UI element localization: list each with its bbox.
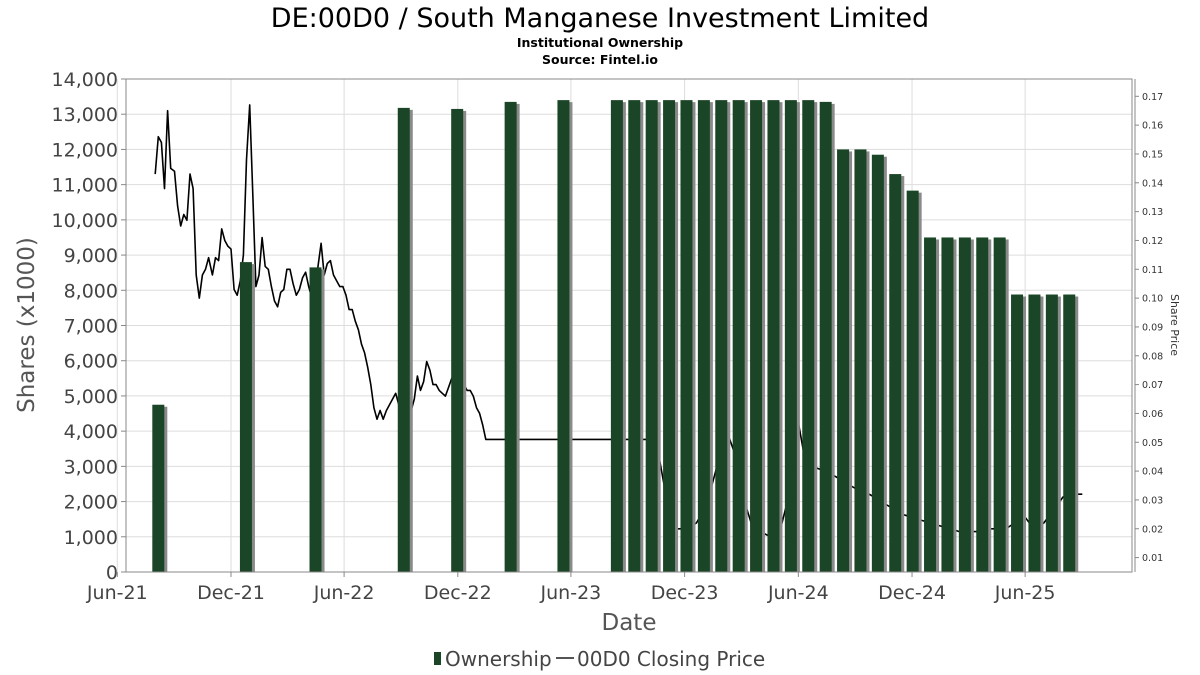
- ownership-bar: [557, 100, 570, 572]
- x-tick-label: Dec-23: [651, 582, 719, 604]
- right-tick-label: 0.05: [1142, 438, 1163, 449]
- right-tick-label: 0.06: [1142, 409, 1163, 420]
- ownership-bar: [397, 107, 410, 572]
- ownership-bar: [610, 100, 623, 572]
- y-tick-label: 12,000: [52, 139, 118, 161]
- y-tick-label: 5,000: [64, 386, 118, 408]
- x-tick-label: Dec-21: [197, 582, 265, 604]
- ownership-bar: [645, 100, 658, 572]
- x-tick-label: Jun-21: [86, 582, 148, 604]
- right-tick-label: 0.15: [1142, 149, 1163, 160]
- right-tick-label: 0.08: [1142, 351, 1163, 362]
- left-axis-ticks: 0 1,000 2,000 3,000 4,000 5,000 6,000 7,000 8,00…: [52, 69, 126, 584]
- ownership-bar: [802, 100, 815, 572]
- ownership-bar: [732, 100, 745, 572]
- right-tick-label: 0.12: [1142, 236, 1163, 247]
- x-axis-ticks: Jun-21 Dec-21 Jun-22 Dec-22 Jun-23 Dec-23 Jun-…: [86, 572, 1056, 604]
- right-tick-label: 0.07: [1142, 380, 1163, 391]
- x-axis-title: Date: [602, 610, 657, 636]
- ownership-bar: [837, 149, 850, 572]
- ownership-bar: [697, 100, 710, 572]
- ownership-bar: [819, 101, 832, 572]
- right-axis-ticks: 0.01 0.02 0.03 0.04 0.05 0.06 0.07 0.08 0.09 0.10…: [1135, 92, 1163, 564]
- chart-source: Source: Fintel.io: [542, 52, 658, 67]
- y-tick-label: 14,000: [52, 69, 118, 91]
- y-tick-label: 13,000: [52, 104, 118, 126]
- chart-title: DE:00D0 / South Manganese Investment Lim…: [271, 3, 929, 34]
- x-tick-label: Jun-22: [313, 582, 375, 604]
- ownership-bar: [941, 237, 954, 572]
- ownership-bar: [767, 100, 780, 572]
- x-tick-label: Jun-25: [994, 582, 1056, 604]
- y-tick-label: 0: [106, 562, 118, 584]
- y-tick-label: 9,000: [64, 245, 118, 267]
- right-tick-label: 0.01: [1142, 553, 1163, 564]
- legend-ownership-label: Ownership: [445, 647, 552, 671]
- ownership-bar: [1028, 294, 1041, 572]
- ownership-bar: [889, 174, 902, 573]
- right-tick-label: 0.17: [1142, 92, 1163, 103]
- ownership-bar: [1045, 294, 1058, 572]
- legend-price-label: 00D0 Closing Price: [577, 647, 765, 671]
- ownership-bar: [1011, 294, 1024, 572]
- right-tick-label: 0.02: [1142, 524, 1163, 535]
- ownership-bar: [993, 237, 1006, 572]
- x-tick-label: Dec-22: [424, 582, 492, 604]
- y-tick-label: 11,000: [52, 175, 118, 197]
- ownership-bar: [1063, 294, 1076, 572]
- ownership-bar: [784, 100, 797, 572]
- ownership-bar: [958, 237, 971, 572]
- y-tick-label: 2,000: [64, 492, 118, 514]
- y-axis-title: Shares (x1000): [14, 237, 40, 413]
- ownership-bar: [239, 262, 252, 572]
- y-tick-label: 10,000: [52, 210, 118, 232]
- y-tick-label: 6,000: [64, 351, 118, 373]
- ownership-bar: [924, 237, 937, 572]
- right-tick-label: 0.09: [1142, 322, 1163, 333]
- ownership-bar: [309, 267, 322, 572]
- right-axis-title: Share Price: [1168, 294, 1181, 356]
- right-tick-label: 0.14: [1142, 178, 1163, 189]
- x-tick-label: Jun-23: [540, 582, 602, 604]
- ownership-bar: [871, 154, 884, 573]
- right-tick-label: 0.16: [1142, 121, 1163, 132]
- ownership-bar: [152, 404, 165, 572]
- ownership-bar: [854, 149, 867, 572]
- y-tick-label: 1,000: [64, 527, 118, 549]
- right-tick-label: 0.04: [1142, 467, 1163, 478]
- ownership-bar: [663, 100, 676, 572]
- ownership-bar: [628, 100, 641, 572]
- y-tick-label: 4,000: [64, 421, 118, 443]
- right-tick-label: 0.10: [1142, 294, 1163, 305]
- y-tick-label: 7,000: [64, 316, 118, 338]
- legend-bar-swatch: [434, 652, 441, 665]
- right-tick-label: 0.13: [1142, 207, 1163, 218]
- chart-subtitle: Institutional Ownership: [517, 35, 683, 50]
- y-tick-label: 3,000: [64, 456, 118, 478]
- ownership-bars: [152, 100, 1079, 573]
- legend: Ownership 00D0 Closing Price: [434, 647, 765, 671]
- right-tick-label: 0.03: [1142, 495, 1163, 506]
- ownership-bar: [906, 190, 919, 573]
- ownership-bar: [715, 100, 728, 572]
- x-tick-label: Jun-24: [767, 582, 829, 604]
- ownership-bar: [504, 101, 517, 572]
- right-tick-label: 0.11: [1142, 265, 1163, 276]
- x-tick-label: Dec-24: [878, 582, 946, 604]
- ownership-bar: [451, 108, 464, 573]
- y-tick-label: 8,000: [64, 280, 118, 302]
- ownership-bar: [750, 100, 763, 572]
- ownership-bar: [976, 237, 989, 572]
- ownership-bar: [680, 100, 693, 572]
